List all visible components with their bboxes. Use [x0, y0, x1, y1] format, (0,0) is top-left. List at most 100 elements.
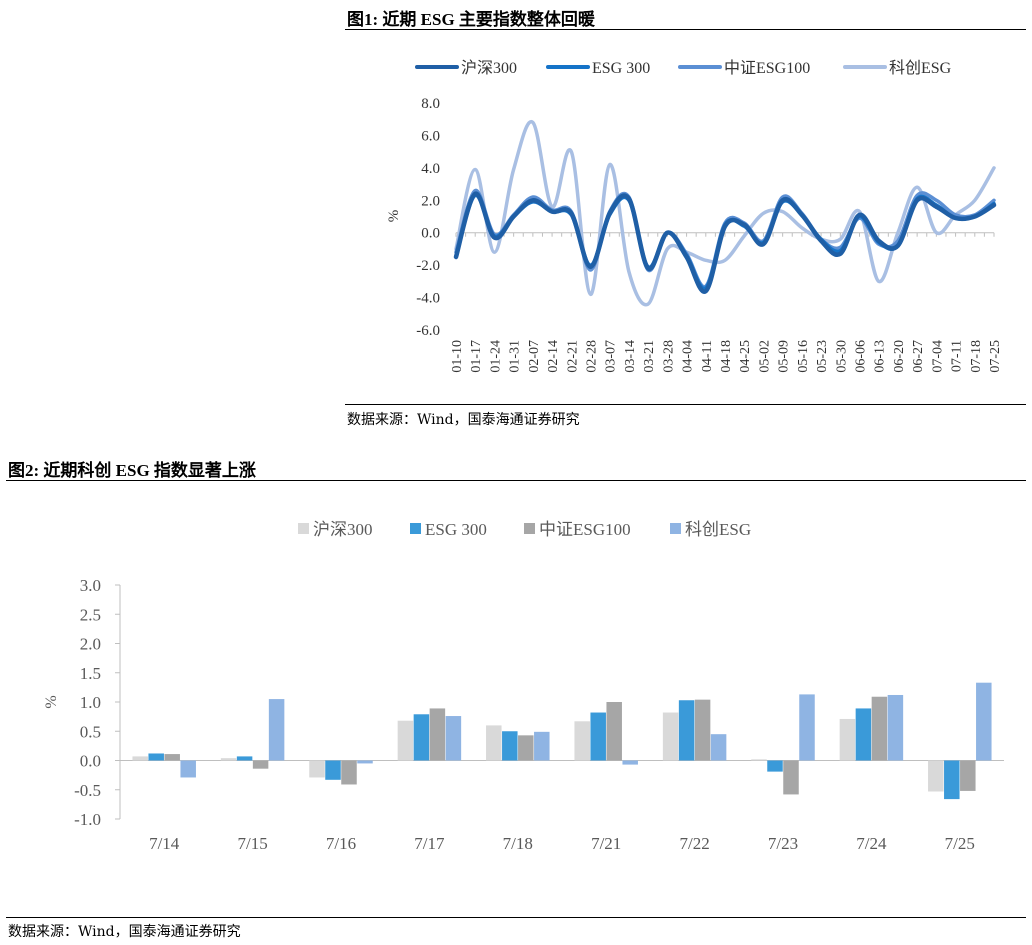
x-tick-label: 05-09 — [777, 340, 792, 373]
bar-7-16-s3 — [341, 760, 357, 785]
x-tick-label: 01-17 — [469, 340, 484, 373]
y-tick-label: -2.0 — [416, 258, 440, 274]
x-tick-label: 7/25 — [945, 834, 975, 853]
x-tick-label: 02-28 — [585, 340, 600, 373]
legend-label-line-2: ESG 300 — [592, 60, 650, 77]
bar-7-17-s4 — [445, 716, 462, 761]
legend-marker-bar-2 — [410, 523, 421, 534]
bar-7-23-s1 — [751, 759, 767, 761]
bar-7-21-s2 — [590, 712, 606, 761]
bar-7-16-s1 — [309, 760, 325, 778]
x-tick-label: 7/22 — [679, 834, 709, 853]
x-tick-label: 03-28 — [661, 340, 676, 373]
legend-label-line-4: 科创ESG — [889, 59, 952, 77]
bar-7-15-s3 — [252, 760, 269, 769]
y-tick-label: 0.0 — [80, 752, 101, 771]
x-tick-label: 03-14 — [623, 340, 638, 373]
y-tick-label: 2.0 — [80, 635, 101, 654]
series-line-4 — [454, 120, 996, 307]
legend-marker-bar-1 — [298, 523, 309, 534]
figure2-source-rule — [6, 917, 1026, 918]
y-tick-label: -6.0 — [416, 323, 440, 339]
bar-7-23-s3 — [783, 760, 799, 795]
bar-7-22-s1 — [662, 712, 679, 761]
x-tick-label: 02-14 — [546, 340, 561, 373]
bar-7-22-s3 — [694, 699, 711, 761]
bar-7-16-s2 — [325, 760, 341, 780]
bar-7-15-s4 — [268, 699, 285, 761]
bar-7-25-s4 — [976, 682, 992, 761]
x-tick-label: 03-21 — [642, 340, 657, 373]
figure1-source: 数据来源：Wind，国泰海通证券研究 — [347, 412, 580, 428]
x-tick-label: 01-10 — [450, 340, 465, 373]
legend-label-line-1: 沪深300 — [461, 59, 517, 77]
bar-7-14-s4 — [180, 760, 196, 778]
x-tick-label: 05-16 — [796, 340, 811, 373]
bar-7-25-s2 — [944, 760, 960, 800]
legend-label-bar-4: 科创ESG — [685, 520, 751, 539]
bar-7-22-s2 — [678, 700, 695, 761]
x-tick-label: 04-18 — [719, 340, 734, 373]
x-tick-label: 7/21 — [591, 834, 621, 853]
y-tick-label: -4.0 — [416, 291, 440, 307]
bar-7-15-s1 — [220, 758, 237, 761]
y-tick-label: 2.0 — [421, 193, 440, 209]
bar-7-14-s3 — [164, 754, 180, 761]
x-tick-label: 7/14 — [149, 834, 180, 853]
bar-7-24-s1 — [839, 718, 856, 761]
x-tick-label: 7/24 — [856, 834, 887, 853]
bar-7-22-s4 — [710, 734, 727, 761]
y-axis-label: % — [386, 210, 402, 223]
y-tick-label: 1.5 — [80, 664, 101, 683]
bar-7-17-s1 — [397, 720, 414, 761]
legend-label-bar-1: 沪深300 — [313, 520, 373, 539]
bar-7-18-s1 — [486, 725, 502, 761]
bar-7-18-s4 — [534, 731, 550, 761]
bar-7-24-s4 — [887, 694, 904, 761]
y-axis-label: % — [43, 695, 60, 708]
y-tick-label: 8.0 — [421, 96, 440, 112]
bar-7-21-s1 — [574, 721, 590, 761]
x-tick-label: 01-24 — [488, 340, 503, 373]
y-tick-label: 6.0 — [421, 128, 440, 144]
bar-7-23-s2 — [767, 760, 783, 772]
line-chart: 沪深300 ESG 300 中证ESG100 科创ESG 8.0 6.0 4.0 2.0 0.0… — [386, 59, 1003, 373]
y-tick-label: 0.5 — [80, 722, 101, 741]
y-tick-label: -1.0 — [74, 810, 101, 829]
x-tick-label: 05-30 — [834, 340, 849, 373]
y-tick-label: 1.0 — [80, 693, 101, 712]
x-tick-label: 02-21 — [565, 340, 580, 373]
x-tick-label: 7/17 — [414, 834, 445, 853]
legend-marker-bar-3 — [524, 523, 535, 534]
bar-7-17-s3 — [429, 708, 446, 761]
bar-7-18-s3 — [518, 735, 534, 761]
x-tick-label: 06-06 — [854, 340, 869, 373]
bar-7-25-s3 — [960, 760, 976, 791]
x-tick-label: 7/23 — [768, 834, 798, 853]
x-tick-label: 07-11 — [950, 340, 965, 372]
y-tick-label: -0.5 — [74, 781, 101, 800]
x-tick-label: 05-23 — [815, 340, 830, 373]
x-tick-label: 07-25 — [988, 340, 1003, 373]
bar-7-17-s2 — [413, 714, 430, 761]
x-tick-label: 7/18 — [503, 834, 533, 853]
bar-7-25-s1 — [928, 760, 944, 792]
figure1-title-rule — [345, 29, 1026, 30]
x-tick-label: 03-07 — [604, 340, 619, 373]
y-tick-label: 2.5 — [80, 605, 101, 624]
x-tick-label: 01-31 — [508, 340, 523, 373]
x-tick-label: 04-04 — [681, 340, 696, 373]
bar-7-23-s4 — [799, 694, 815, 761]
bar-7-14-s2 — [148, 753, 164, 761]
legend-label-bar-2: ESG 300 — [425, 520, 487, 539]
x-tick-label: 06-13 — [873, 340, 888, 373]
x-tick-label: 06-20 — [892, 340, 907, 373]
x-tick-label: 04-11 — [700, 340, 715, 372]
x-tick-label: 02-07 — [527, 340, 542, 373]
bar-7-21-s3 — [606, 702, 622, 761]
legend-marker-bar-4 — [670, 523, 681, 534]
figure2-source: 数据来源：Wind，国泰海通证券研究 — [8, 924, 241, 940]
bar-7-18-s2 — [502, 731, 518, 761]
figure1-source-rule — [345, 404, 1026, 405]
